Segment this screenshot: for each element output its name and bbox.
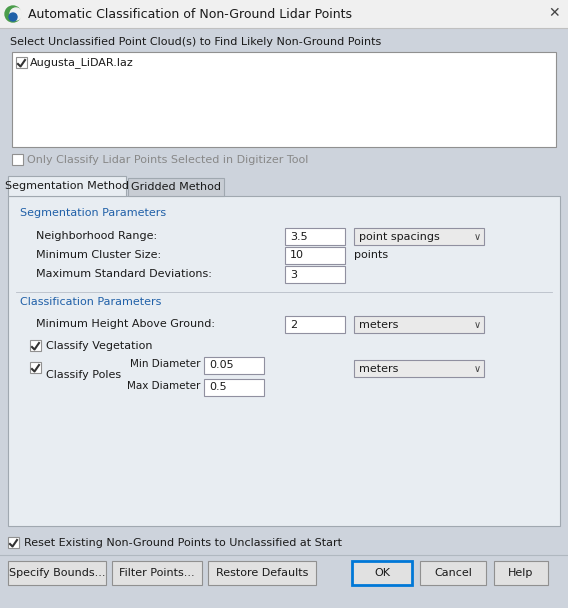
Text: 0.05: 0.05 [209,361,233,370]
Bar [285,266,345,283]
Bar [12,52,556,147]
Text: Neighborhood Range:: Neighborhood Range: [36,231,157,241]
Text: Gridded Method: Gridded Method [131,182,221,192]
Circle shape [9,13,17,21]
Text: Minimum Height Above Ground:: Minimum Height Above Ground: [36,319,215,329]
Text: point spacings: point spacings [359,232,440,241]
Bar [354,228,484,245]
Text: 10: 10 [290,250,304,260]
Bar [354,316,484,333]
Bar [420,561,486,585]
Text: Filter Points...: Filter Points... [119,568,195,578]
Bar [352,561,412,585]
Text: 3: 3 [290,269,297,280]
Text: Only Classify Lidar Points Selected in Digitizer Tool: Only Classify Lidar Points Selected in D… [27,155,308,165]
Bar [204,379,264,396]
Text: 3.5: 3.5 [290,232,308,241]
Text: Reset Existing Non-Ground Points to Unclassified at Start: Reset Existing Non-Ground Points to Uncl… [24,538,342,548]
Circle shape [5,6,21,22]
Bar [8,176,126,196]
Text: Minimum Cluster Size:: Minimum Cluster Size: [36,250,161,260]
Text: Max Diameter: Max Diameter [127,381,200,391]
Text: points: points [354,250,388,260]
Text: Classify Vegetation: Classify Vegetation [46,341,152,351]
Bar [285,316,345,333]
Text: meters: meters [359,364,398,373]
Bar [30,340,41,351]
Bar [354,360,484,377]
Text: OK: OK [374,568,390,578]
Text: Maximum Standard Deviations:: Maximum Standard Deviations: [36,269,212,279]
Text: Segmentation Parameters: Segmentation Parameters [20,208,166,218]
Text: Select Unclassified Point Cloud(s) to Find Likely Non-Ground Points: Select Unclassified Point Cloud(s) to Fi… [10,37,381,47]
Text: ✕: ✕ [548,6,560,20]
Text: Classification Parameters: Classification Parameters [20,297,161,307]
Bar [0,0,568,28]
Text: Help: Help [508,568,534,578]
Bar [30,362,41,373]
Bar [12,154,23,165]
Text: ∨: ∨ [474,364,481,373]
Text: Cancel: Cancel [434,568,472,578]
Bar [8,561,106,585]
Text: 2: 2 [290,319,297,330]
Bar [204,357,264,374]
Bar [16,57,27,68]
Bar [128,178,224,196]
Text: Classify Poles: Classify Poles [46,370,121,380]
Text: ∨: ∨ [474,319,481,330]
Text: ∨: ∨ [474,232,481,241]
Bar [494,561,548,585]
Bar [285,247,345,264]
Text: Augusta_LiDAR.laz: Augusta_LiDAR.laz [30,58,133,69]
Bar [208,561,316,585]
Text: meters: meters [359,319,398,330]
Bar [285,228,345,245]
Bar [112,561,202,585]
Text: Restore Defaults: Restore Defaults [216,568,308,578]
Text: Specify Bounds...: Specify Bounds... [9,568,105,578]
Text: Automatic Classification of Non-Ground Lidar Points: Automatic Classification of Non-Ground L… [28,7,352,21]
Circle shape [10,8,22,20]
Bar [8,196,560,526]
Text: Min Diameter: Min Diameter [130,359,200,369]
Text: Segmentation Method: Segmentation Method [5,181,129,191]
Text: 0.5: 0.5 [209,382,227,393]
Bar [8,537,19,548]
